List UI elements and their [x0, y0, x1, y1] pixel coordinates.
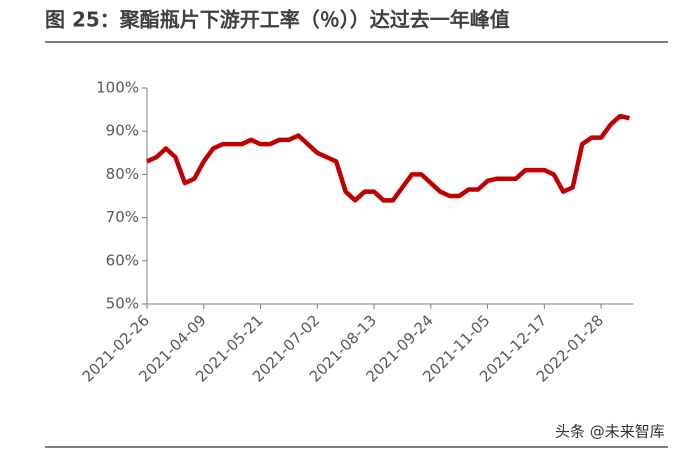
y-tick-label: 80% [106, 165, 139, 183]
y-tick-label: 100% [96, 79, 139, 97]
data-line [146, 113, 630, 203]
chart-title: 图 25：聚酯瓶片下游开工率（％））达过去一年峰值 [45, 8, 510, 32]
y-tick-label: 90% [106, 122, 139, 140]
y-tick-label: 70% [106, 208, 139, 226]
watermark: 头条 @未来智库 [555, 423, 665, 441]
y-tick-label: 60% [106, 251, 139, 269]
y-tick-label: 50% [106, 295, 139, 313]
